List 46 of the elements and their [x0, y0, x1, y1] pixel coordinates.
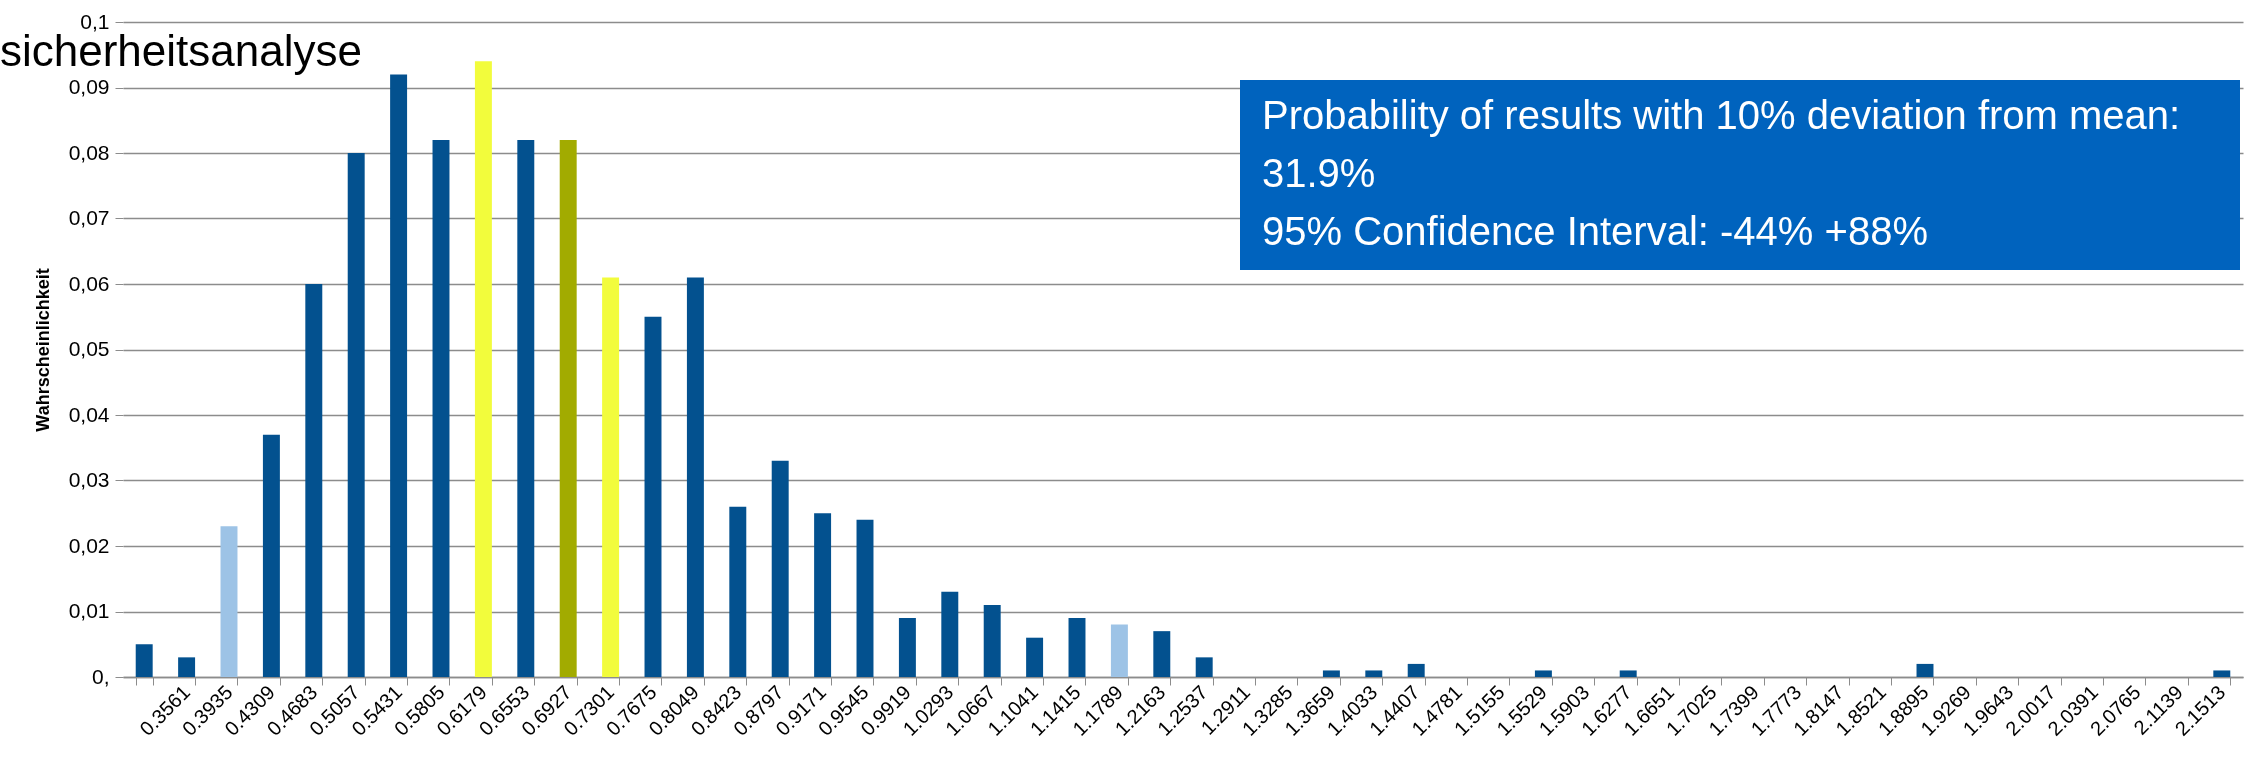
- bar: [474, 61, 492, 677]
- bar: [1110, 624, 1128, 677]
- bar: [559, 139, 577, 677]
- bar: [1026, 637, 1044, 677]
- bar: [517, 139, 535, 677]
- bar: [1407, 663, 1425, 677]
- y-tick-label: 0,01: [68, 599, 110, 622]
- y-tick-label: 0,08: [68, 140, 110, 164]
- bar: [1322, 670, 1340, 677]
- bar: [432, 139, 450, 677]
- y-tick-label: 0,04: [68, 402, 110, 426]
- bar: [602, 277, 620, 677]
- y-tick-label: 0,02: [68, 533, 110, 557]
- y-tick-label: 0,: [91, 664, 110, 688]
- y-tick-label: 0,05: [68, 337, 110, 360]
- bar: [983, 604, 1001, 677]
- bar: [729, 506, 747, 677]
- bar: [644, 316, 662, 677]
- bar: [305, 284, 323, 677]
- bar: [941, 591, 959, 677]
- bar: [1534, 670, 1552, 677]
- y-axis-title: Wahrscheinlichkeit: [32, 268, 53, 432]
- bar: [686, 277, 704, 677]
- bar: [2213, 670, 2231, 677]
- y-tick-label: 0,09: [68, 75, 110, 98]
- bar: [1916, 663, 1934, 677]
- bar: [1153, 631, 1171, 677]
- y-tick-label: 0,06: [68, 271, 110, 295]
- bar: [1619, 670, 1637, 677]
- annotation: 95% Confidence Interval: -44% +88%: [1262, 208, 1929, 255]
- bar: [347, 153, 365, 677]
- bar: [178, 657, 196, 677]
- bar: [856, 519, 874, 677]
- bar: [1195, 657, 1213, 677]
- bar: [814, 513, 832, 677]
- bar: [1068, 618, 1086, 677]
- bar: [771, 460, 789, 677]
- bar: [220, 526, 238, 677]
- bar: [1365, 670, 1383, 677]
- bar: [262, 434, 280, 677]
- y-tick-label: 0,07: [68, 206, 110, 229]
- annotation: Probability of results with 10% deviation from mean: 31.9%: [1262, 92, 2182, 197]
- bar: [135, 644, 153, 677]
- bar: [390, 74, 408, 677]
- y-tick-label: 0,03: [68, 468, 110, 491]
- bar: [898, 618, 916, 677]
